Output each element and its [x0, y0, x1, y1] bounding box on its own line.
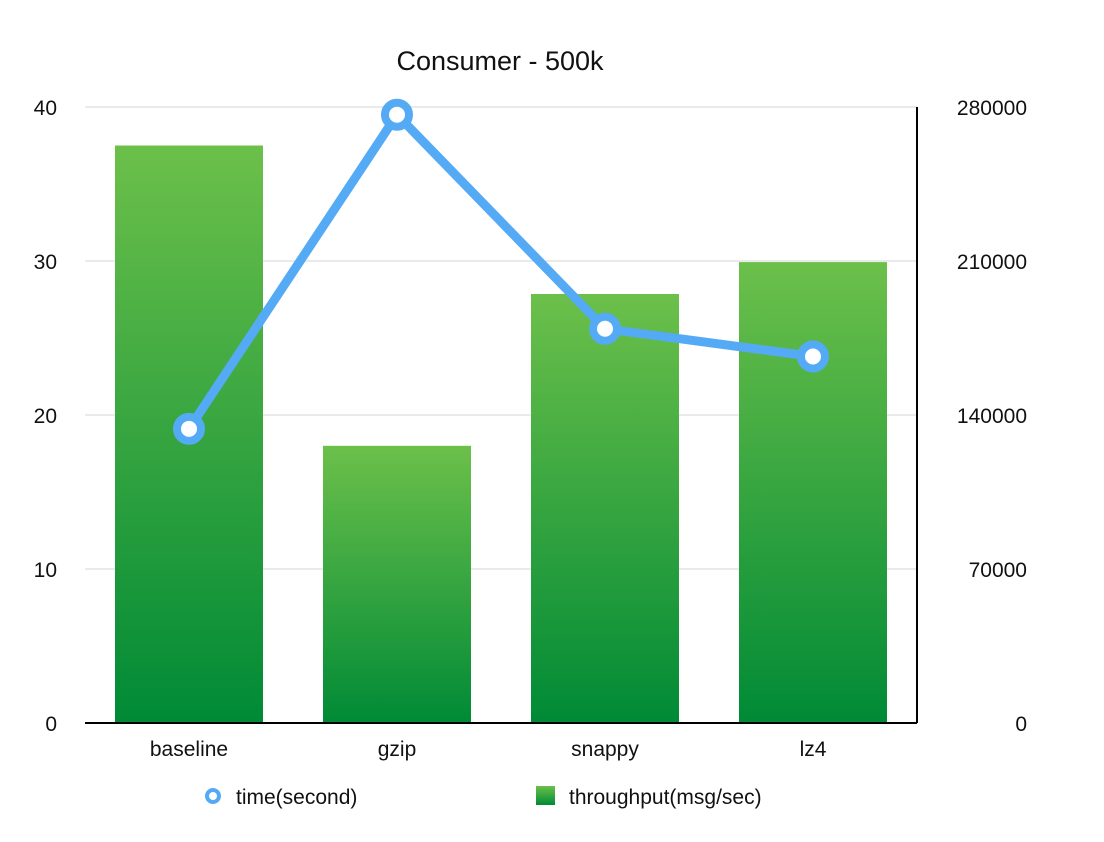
x-tick-label: gzip — [378, 738, 417, 761]
time-line — [184, 110, 818, 434]
time-point-lz4 — [797, 340, 829, 373]
right-y-tick-labels: 0 70000 140000 210000 280000 — [957, 97, 1027, 736]
x-tick-label: lz4 — [800, 738, 827, 761]
time-point-gzip — [381, 98, 413, 131]
left-y-tick-label: 10 — [34, 559, 57, 582]
left-y-tick-label: 40 — [34, 97, 57, 120]
left-y-tick-labels: 0 10 20 30 40 — [34, 97, 57, 736]
right-y-tick-label: 70000 — [969, 559, 1027, 582]
right-y-tick-label: 210000 — [957, 251, 1027, 274]
right-y-tick-label: 280000 — [957, 97, 1027, 120]
bar-gzip — [323, 445, 471, 723]
line-series — [173, 98, 829, 445]
legend-bar-swatch — [536, 786, 555, 805]
left-y-tick-label: 30 — [34, 251, 57, 274]
x-tick-labels: baseline gzip snappy lz4 — [150, 738, 827, 761]
legend-label-time: time(second) — [236, 786, 357, 809]
bar-series — [115, 145, 887, 723]
x-tick-label: baseline — [150, 738, 228, 761]
chart-title: Consumer - 500k — [396, 46, 604, 76]
x-tick-label: snappy — [571, 738, 639, 761]
left-y-tick-label: 20 — [34, 405, 57, 428]
legend-label-throughput: throughput(msg/sec) — [569, 786, 762, 809]
time-point-baseline — [173, 412, 205, 445]
time-point-snappy — [589, 312, 621, 345]
bar-lz4 — [739, 262, 887, 723]
right-y-tick-label: 140000 — [957, 405, 1027, 428]
left-y-tick-label: 0 — [45, 713, 57, 736]
legend-line-marker — [205, 788, 221, 804]
legend: time(second) throughput(msg/sec) — [205, 786, 762, 809]
right-y-tick-label: 0 — [1015, 713, 1027, 736]
bar-snappy — [531, 294, 679, 723]
